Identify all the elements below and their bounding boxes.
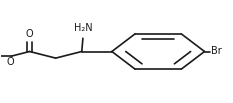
Text: O: O bbox=[26, 29, 33, 39]
Text: Br: Br bbox=[212, 46, 222, 57]
Text: H₂N: H₂N bbox=[74, 23, 92, 33]
Text: O: O bbox=[7, 57, 14, 67]
